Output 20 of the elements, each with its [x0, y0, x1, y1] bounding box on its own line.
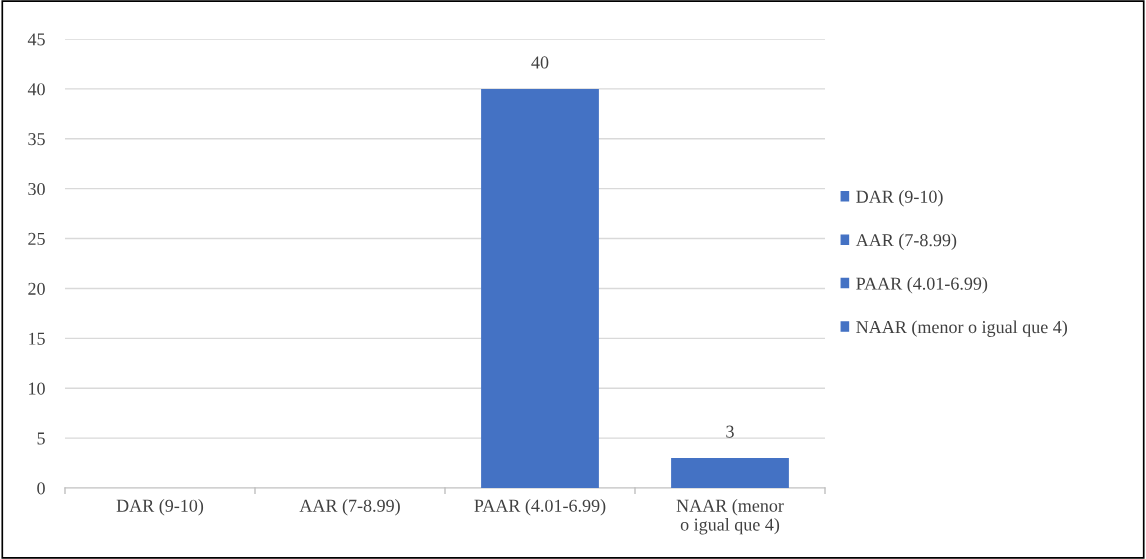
y-tick-label: 0 — [37, 482, 45, 495]
data-label: 40 — [531, 56, 549, 69]
x-tick-label: DAR (9-10) — [116, 499, 204, 516]
y-tick-label: 40 — [27, 83, 45, 96]
y-tick-label: 45 — [27, 33, 45, 46]
y-tick-label: 15 — [29, 332, 45, 345]
legend-label: PAAR (4.01-6.99) — [856, 277, 988, 294]
data-label: 3 — [726, 425, 734, 438]
x-tick-label: AAR (7-8.99) — [299, 499, 400, 516]
y-tick-label: 5 — [37, 432, 45, 445]
y-tick-label: 20 — [28, 282, 45, 295]
y-tick-label: 30 — [28, 182, 45, 196]
legend-label: AAR (7-8.99) — [855, 233, 957, 250]
legend-label: DAR (9-10) — [856, 190, 943, 207]
y-tick-label: 35 — [28, 133, 45, 146]
legend-label: NAAR (menor o igual que 4) — [856, 320, 1068, 337]
y-tick-label: 10 — [29, 382, 45, 395]
x-tick-label: NAAR (menor o igual que 4) — [676, 499, 784, 535]
x-tick-label: PAAR (4.01-6.99) — [474, 499, 606, 516]
y-tick-label: 25 — [28, 232, 45, 245]
